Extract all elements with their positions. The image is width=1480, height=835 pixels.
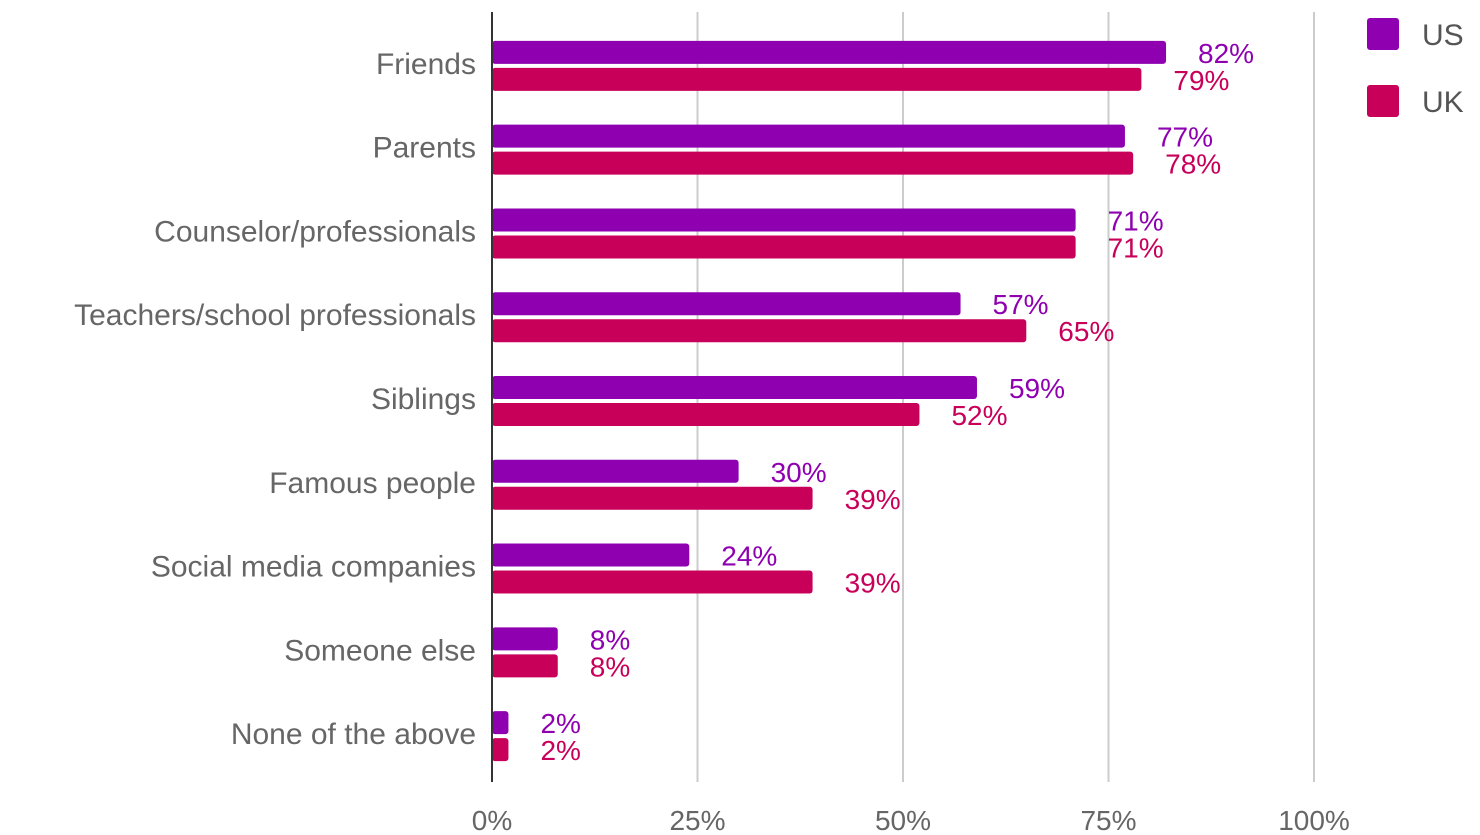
bar-uk <box>492 67 1142 91</box>
data-label-uk: 65% <box>1058 316 1114 347</box>
category-label: Social media companies <box>151 551 476 584</box>
category-label: Famous people <box>269 467 476 500</box>
bar-uk <box>492 151 1134 175</box>
data-label-us: 2% <box>540 708 580 739</box>
bars <box>492 40 1167 762</box>
category-label: Siblings <box>371 383 476 416</box>
legend: US UK <box>1367 18 1464 119</box>
bar-us <box>492 711 509 735</box>
bar-us <box>492 124 1125 148</box>
bar-uk <box>492 654 558 678</box>
category-label: Someone else <box>284 634 476 667</box>
x-tick-label: 25% <box>669 805 725 835</box>
data-label-uk: 39% <box>845 484 901 515</box>
bar-uk <box>492 486 813 510</box>
data-label-us: 77% <box>1157 122 1213 153</box>
bar-uk <box>492 738 509 762</box>
data-label-us: 8% <box>590 624 630 655</box>
bar-uk <box>492 235 1076 259</box>
bar-us <box>492 459 739 483</box>
data-label-uk: 79% <box>1173 65 1229 96</box>
legend-label-uk: UK <box>1422 86 1464 119</box>
bar-us <box>492 208 1076 232</box>
bar-us <box>492 627 558 651</box>
x-tick-label: 0% <box>472 805 512 835</box>
category-label: Parents <box>373 132 476 165</box>
x-axis-tick-labels: 0% 25% 50% 75% 100% <box>472 805 1350 835</box>
data-label-uk: 39% <box>845 568 901 599</box>
legend-label-us: US <box>1422 19 1464 52</box>
bar-uk <box>492 403 920 426</box>
bar-uk <box>492 319 1027 343</box>
data-label-us: 59% <box>1009 373 1065 404</box>
category-label: Counselor/professionals <box>154 215 476 248</box>
data-label-uk: 71% <box>1108 232 1164 263</box>
data-label-us: 71% <box>1108 205 1164 236</box>
data-label-us: 57% <box>993 289 1049 320</box>
bar-us <box>492 292 961 316</box>
data-label-us: 24% <box>721 541 777 572</box>
data-labels: 82%79%77%78%71%71%57%65%59%52%30%39%24%3… <box>540 38 1254 766</box>
bar-us <box>492 40 1167 64</box>
x-tick-label: 50% <box>875 805 931 835</box>
bar-us <box>492 543 690 567</box>
x-tick-label: 75% <box>1080 805 1136 835</box>
data-label-uk: 8% <box>590 651 630 682</box>
category-label: Teachers/school professionals <box>74 299 476 332</box>
category-labels: Friends Parents Counselor/professionals Tea… <box>74 48 476 751</box>
legend-swatch-us <box>1367 18 1399 50</box>
data-label-us: 82% <box>1198 38 1254 69</box>
x-tick-label: 100% <box>1278 805 1350 835</box>
legend-swatch-uk <box>1367 85 1399 117</box>
category-label: None of the above <box>231 718 476 751</box>
data-label-us: 30% <box>771 457 827 488</box>
data-label-uk: 78% <box>1165 149 1221 180</box>
bar-us <box>492 376 977 399</box>
data-label-uk: 52% <box>951 400 1007 431</box>
bar-uk <box>492 570 813 594</box>
data-label-uk: 2% <box>540 735 580 766</box>
category-label: Friends <box>376 48 476 81</box>
